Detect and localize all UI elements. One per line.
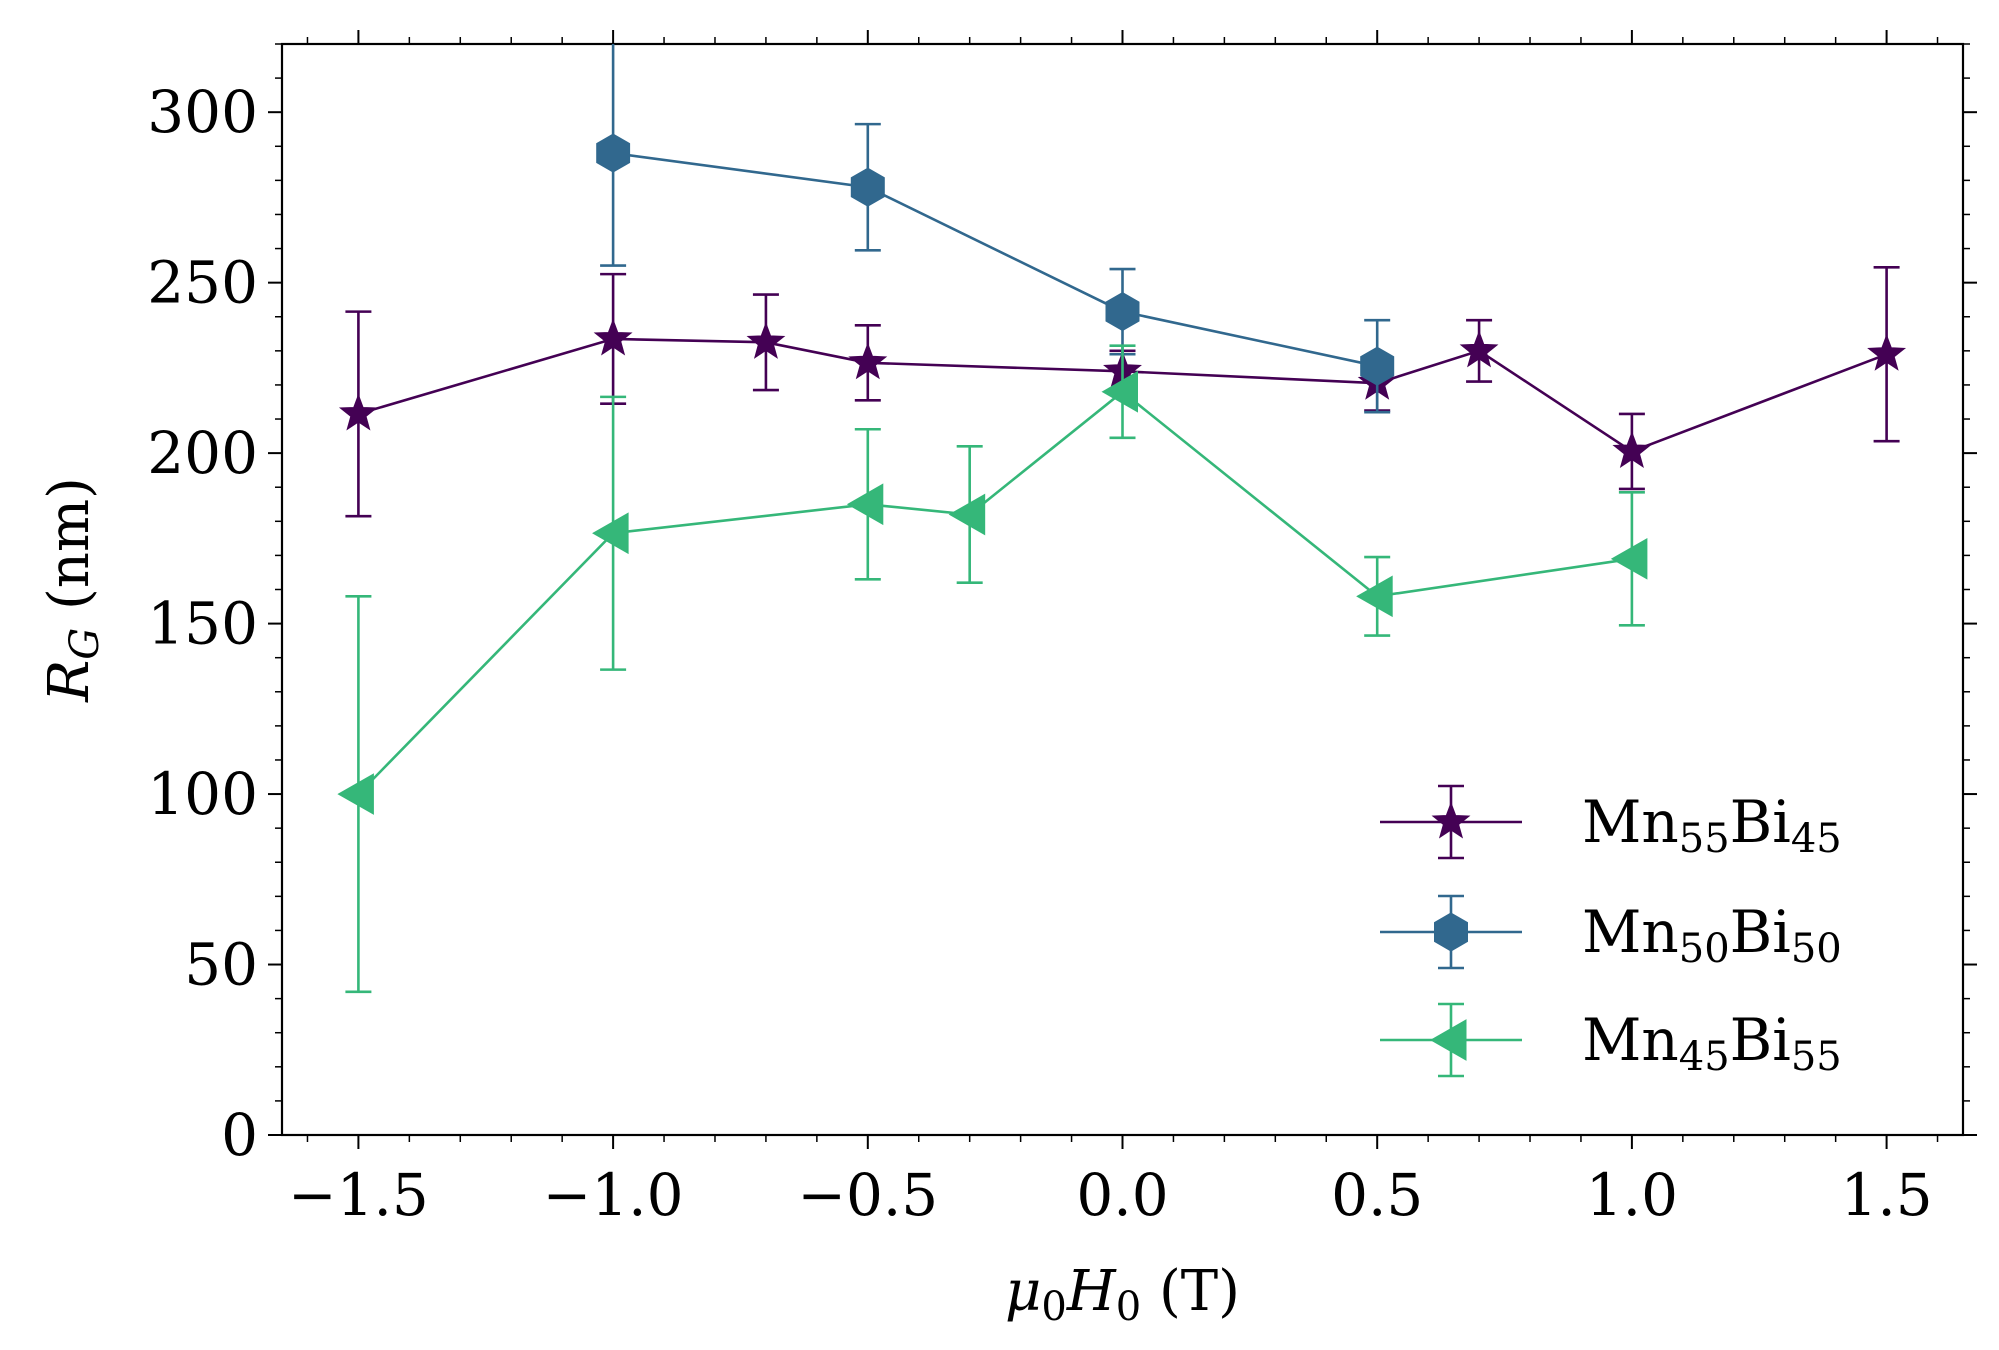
- y-tick-label: 0: [221, 1101, 258, 1169]
- y-axis-title-part: R: [37, 660, 102, 703]
- data-point: [1356, 575, 1393, 618]
- data-point: [1101, 370, 1138, 413]
- legend-label: Mn55Bi45: [1582, 788, 1842, 862]
- y-tick-label: 250: [147, 249, 258, 317]
- axis-labels: μ0H0 (T)RG (nm): [37, 477, 1240, 1330]
- x-tick-label: −1.5: [288, 1161, 429, 1229]
- x-tick-label: 1.5: [1840, 1161, 1932, 1229]
- legend-entry: Mn45Bi55: [1380, 1002, 1842, 1080]
- y-tick-label: 100: [147, 760, 258, 828]
- x-axis-title-part: 0: [1041, 1284, 1066, 1330]
- data-point: [746, 321, 786, 359]
- legend: Mn55Bi45 Mn50Bi50 Mn45Bi55: [1380, 784, 1842, 1080]
- data-point: [337, 773, 374, 815]
- data-point: [1459, 330, 1499, 368]
- data-point: [1610, 537, 1648, 580]
- series-Mn50Bi50: [596, 44, 1395, 414]
- x-tick-label: 0.0: [1076, 1161, 1168, 1229]
- y-tick-label: 50: [184, 931, 258, 999]
- x-axis-title-part: μ: [1005, 1259, 1041, 1324]
- data-point: [1105, 292, 1140, 332]
- x-axis-title: μ0H0 (T): [1005, 1259, 1240, 1330]
- series-line: [357, 390, 1633, 796]
- data-point: [948, 493, 986, 536]
- y-axis-title-part: G: [62, 628, 108, 660]
- data-point: [338, 393, 378, 431]
- data-point: [850, 167, 885, 207]
- series-Mn45Bi55: [337, 344, 1648, 994]
- axis-ticks: −1.5 −1.0 −0.5 0.0 0.5 1.0 1.5 0 50 100 150 200 250 3…: [147, 30, 1977, 1229]
- y-axis-title: RG (nm): [37, 477, 108, 703]
- legend-entry: Mn55Bi45: [1380, 784, 1842, 862]
- data-point: [1867, 333, 1907, 371]
- series-line: [612, 151, 1378, 368]
- legend-marker: [1431, 801, 1471, 839]
- data-point: [592, 512, 629, 555]
- data-point: [1612, 430, 1652, 468]
- data-point: [846, 483, 884, 526]
- x-axis-title-part: H: [1066, 1259, 1117, 1324]
- legend-entry: Mn50Bi50: [1380, 894, 1842, 972]
- y-tick-label: 200: [147, 419, 258, 487]
- legend-label: Mn50Bi50: [1582, 898, 1842, 972]
- series-layer: [337, 44, 1907, 994]
- x-tick-label: −1.0: [543, 1161, 684, 1229]
- legend-label: Mn45Bi55: [1582, 1006, 1842, 1080]
- data-point: [848, 342, 888, 380]
- x-tick-label: 0.5: [1331, 1161, 1423, 1229]
- legend-marker: [1434, 912, 1468, 952]
- legend-marker: [1429, 1019, 1467, 1061]
- x-axis-title-part: (T): [1141, 1259, 1240, 1324]
- y-tick-label: 300: [147, 78, 258, 146]
- data-point: [593, 318, 633, 356]
- x-tick-label: −0.5: [797, 1161, 938, 1229]
- data-point: [1360, 346, 1395, 386]
- x-axis-title-part: 0: [1116, 1284, 1141, 1330]
- series-Mn55Bi45: [338, 266, 1907, 518]
- y-axis-title-part: (nm): [37, 477, 102, 628]
- data-point: [596, 133, 631, 173]
- y-tick-label: 150: [147, 590, 258, 658]
- x-tick-label: 1.0: [1586, 1161, 1678, 1229]
